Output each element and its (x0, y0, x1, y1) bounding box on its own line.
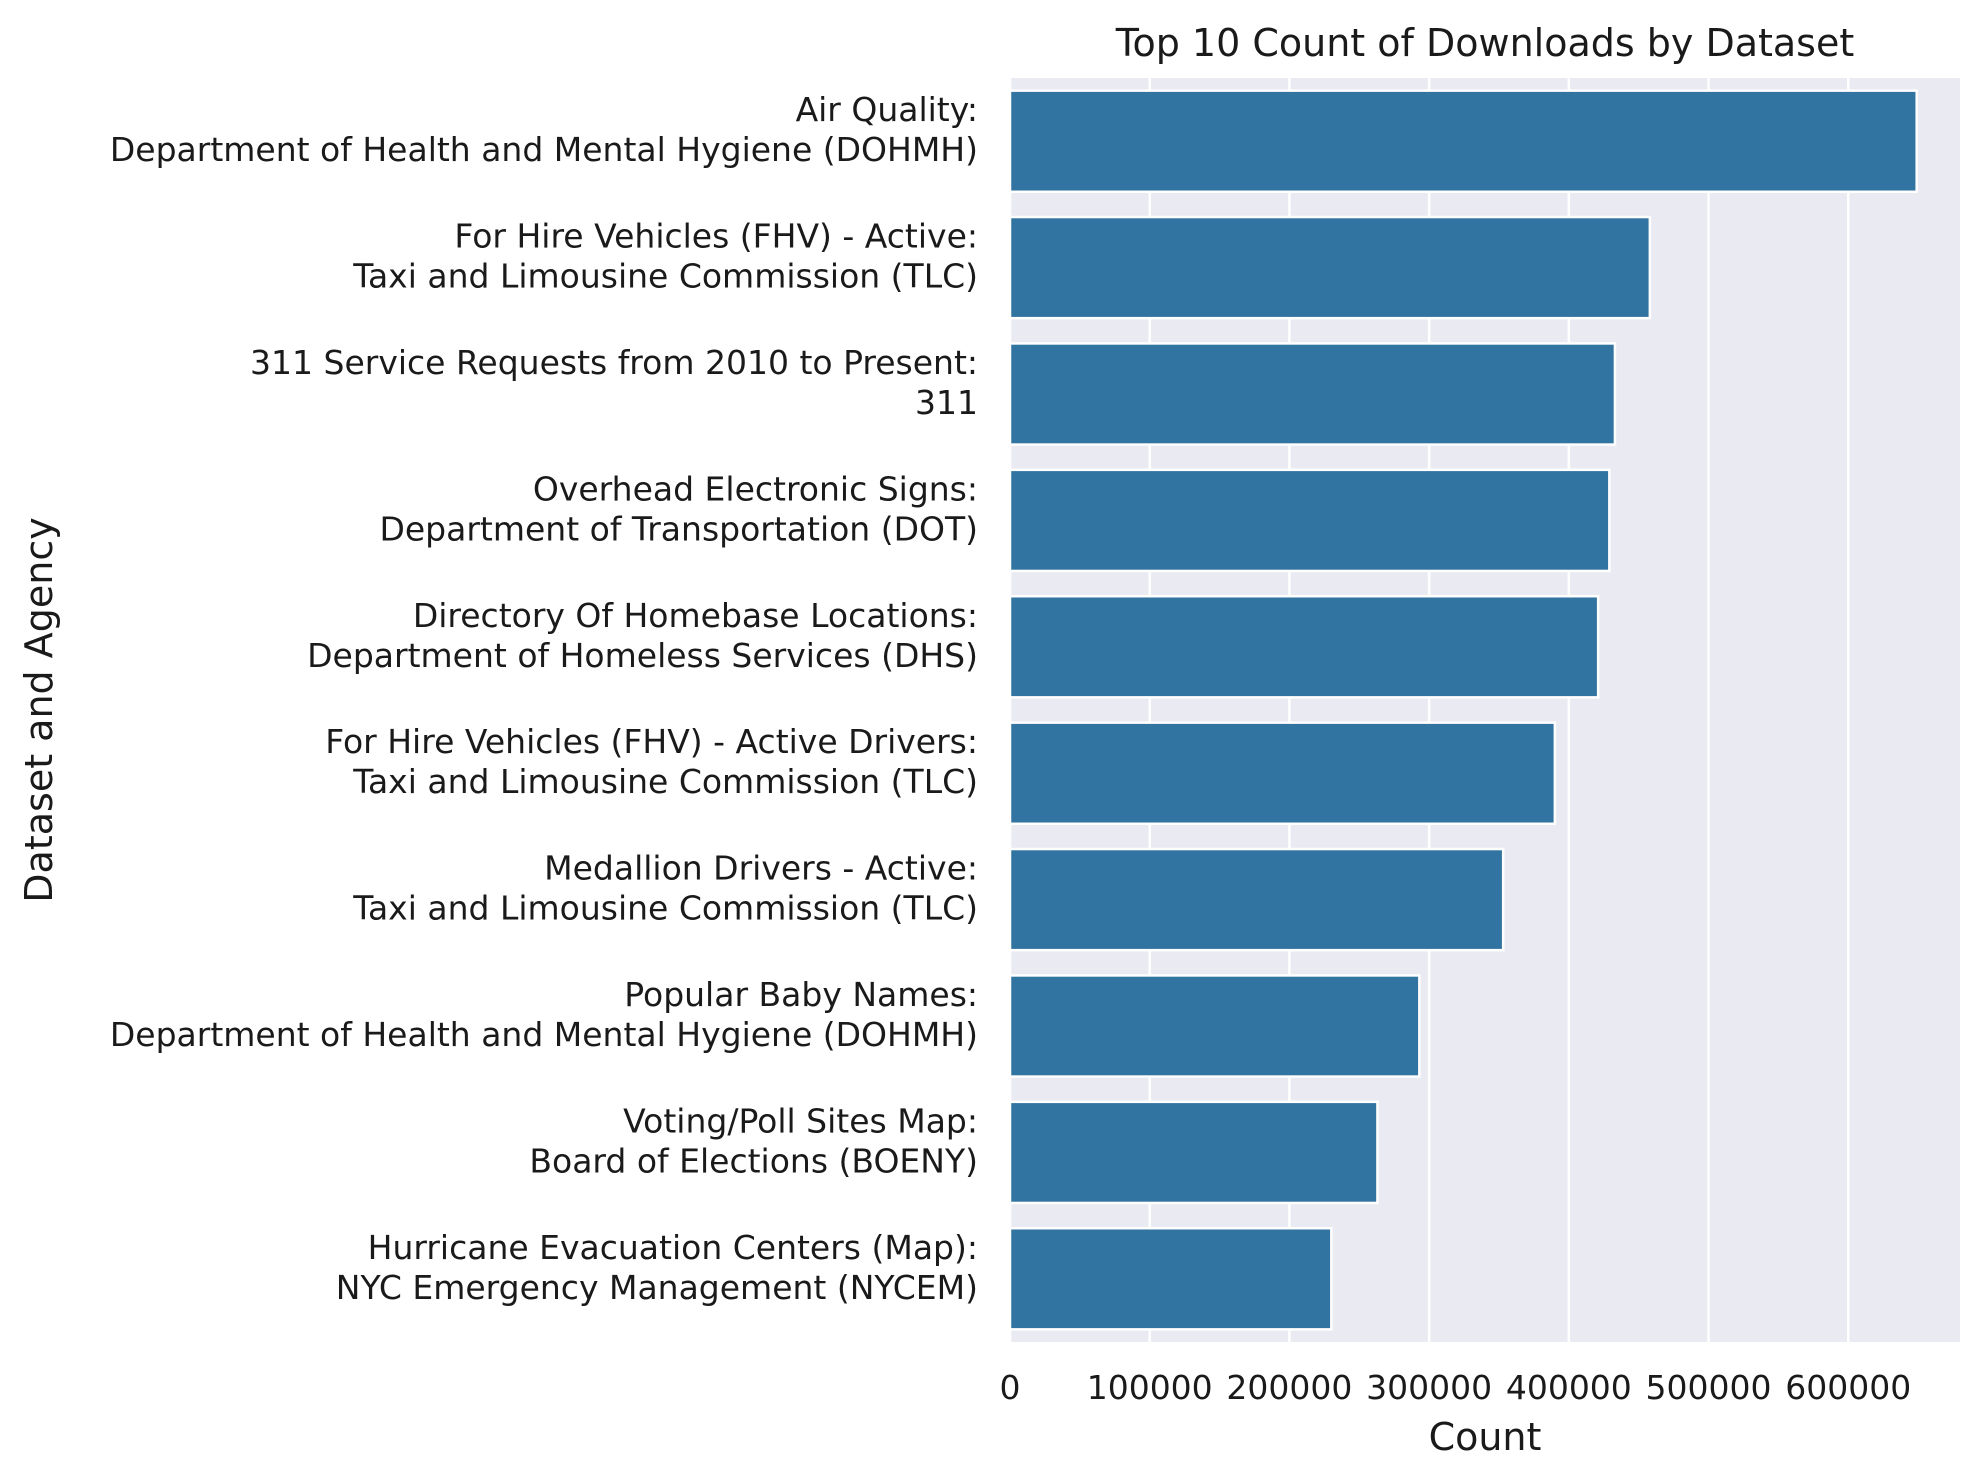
x-tick-labels: 0 100000 200000 300000 400000 500000 600000 (1000, 1368, 1912, 1407)
y-tick-label-line: Voting/Poll Sites Map: (623, 1101, 978, 1140)
y-tick-label: Popular Baby Names: Department of Health … (110, 975, 978, 1054)
y-tick-label-line: For Hire Vehicles (FHV) - Active: (454, 217, 978, 256)
bar (1008, 721, 1557, 826)
y-tick-label-line: Medallion Drivers - Active: (544, 849, 978, 888)
x-tick-label: 300000 (1366, 1368, 1492, 1407)
y-tick-label: 311 Service Requests from 2010 to Presen… (250, 343, 978, 422)
y-tick-label-line: Department of Health and Mental Hygiene … (110, 1015, 978, 1054)
x-tick-label: 0 (1000, 1368, 1021, 1407)
y-tick-label: Overhead Electronic Signs: Department of … (379, 469, 978, 548)
bar (1008, 468, 1611, 573)
y-tick-label-line: Hurricane Evacuation Centers (Map): (368, 1228, 978, 1267)
y-tick-label-line: Air Quality: (796, 90, 978, 129)
y-tick-label: For Hire Vehicles (FHV) - Active Drivers… (325, 722, 978, 801)
y-axis-label: Dataset and Agency (17, 517, 61, 902)
x-axis-label: Count (1429, 1415, 1542, 1459)
y-tick-label-line: Department of Homeless Services (DHS) (307, 636, 978, 675)
x-tick-label: 400000 (1506, 1368, 1632, 1407)
y-tick-label-line: Board of Elections (BOENY) (529, 1141, 978, 1180)
y-tick-label-line: Taxi and Limousine Commission (TLC) (352, 889, 978, 928)
y-tick-label: Hurricane Evacuation Centers (Map): NYC E… (336, 1228, 978, 1307)
bar (1008, 215, 1652, 320)
bar (1008, 847, 1505, 952)
x-tick-label: 500000 (1646, 1368, 1772, 1407)
x-tick-label: 200000 (1226, 1368, 1352, 1407)
y-tick-label-line: NYC Emergency Management (NYCEM) (336, 1268, 978, 1307)
y-tick-label: Directory Of Homebase Locations: Departme… (307, 596, 978, 675)
x-tick-label: 100000 (1087, 1368, 1213, 1407)
y-tick-labels: Air Quality: Department of Health and Men… (110, 90, 978, 1307)
y-tick-label: Air Quality: Department of Health and Men… (110, 90, 978, 169)
chart-title: Top 10 Count of Downloads by Dataset (1115, 21, 1855, 65)
bar (1008, 594, 1600, 699)
y-tick-label-line: 311 (915, 383, 978, 422)
y-tick-label-line: Taxi and Limousine Commission (TLC) (352, 257, 978, 296)
y-tick-label-line: Overhead Electronic Signs: (533, 469, 978, 508)
bars (1008, 89, 1918, 1331)
y-tick-label-line: Department of Transportation (DOT) (379, 509, 978, 548)
y-tick-label-line: For Hire Vehicles (FHV) - Active Drivers… (325, 722, 978, 761)
y-tick-label: Voting/Poll Sites Map: Board of Elections… (529, 1101, 978, 1180)
y-tick-label-line: Popular Baby Names: (624, 975, 978, 1014)
x-tick-label: 600000 (1785, 1368, 1911, 1407)
bar (1008, 1226, 1333, 1331)
y-tick-label-line: Taxi and Limousine Commission (TLC) (352, 762, 978, 801)
y-tick-label-line: Department of Health and Mental Hygiene … (110, 130, 978, 169)
y-tick-label: For Hire Vehicles (FHV) - Active: Taxi an… (352, 217, 978, 296)
bar (1008, 342, 1617, 446)
bar (1008, 89, 1918, 194)
y-tick-label: Medallion Drivers - Active: Taxi and Limo… (352, 849, 978, 928)
y-tick-label-line: 311 Service Requests from 2010 to Presen… (250, 343, 978, 382)
bar (1008, 974, 1421, 1078)
y-tick-label-line: Directory Of Homebase Locations: (413, 596, 978, 635)
bar (1008, 1100, 1379, 1205)
